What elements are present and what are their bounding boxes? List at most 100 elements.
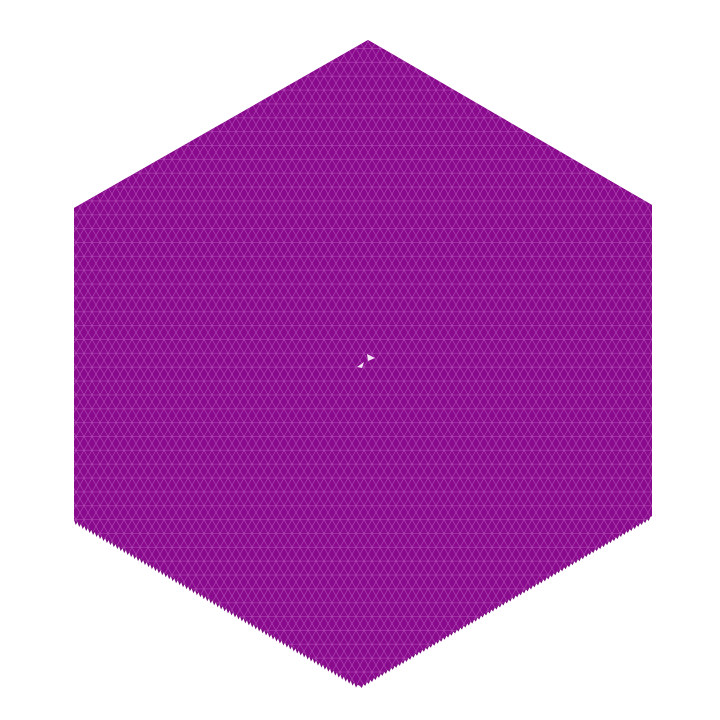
edge-tooth [536, 581, 540, 586]
edge-tooth [408, 655, 412, 660]
edge-tooth [363, 681, 367, 686]
edge-tooth [108, 540, 113, 546]
edge-tooth [278, 638, 282, 644]
edge-tooth [243, 618, 247, 624]
edge-tooth [146, 562, 151, 568]
edge-tooth [529, 585, 533, 590]
edge-tooth [525, 587, 530, 592]
edge-tooth [240, 616, 244, 622]
edge-tooth [288, 644, 292, 650]
edge-tooth [550, 573, 554, 578]
edge-tooth [373, 675, 378, 680]
edge-tooth [136, 556, 140, 562]
edge-tooth [515, 593, 520, 598]
edge-tooth [532, 583, 537, 588]
edge-tooth [153, 566, 158, 572]
edge-tooth [87, 528, 92, 534]
edge-tooth [570, 561, 575, 566]
edge-tooth [343, 676, 348, 682]
edge-tooth [115, 544, 119, 550]
edge-tooth [453, 629, 457, 634]
edge-tooth [354, 682, 358, 688]
edge-tooth [101, 536, 106, 542]
edge-tooth [646, 516, 651, 521]
edge-tooth [581, 555, 585, 560]
edge-tooth [505, 599, 509, 604]
edge-tooth [467, 621, 471, 626]
edge-tooth [522, 589, 526, 594]
edge-tooth [181, 582, 185, 588]
edge-tooth [98, 534, 102, 540]
edge-tooth [442, 635, 447, 640]
edge-tooth [316, 660, 320, 666]
edge-tooth [150, 564, 154, 570]
edge-tooth [605, 541, 609, 546]
edge-tooth [370, 677, 374, 682]
edge-tooth [246, 620, 251, 626]
edge-tooth [384, 669, 388, 674]
edge-tooth [222, 606, 227, 612]
edge-tooth [380, 671, 385, 676]
edge-tooth [298, 650, 303, 656]
edge-tooth [163, 572, 168, 578]
edge-tooth [84, 526, 88, 532]
edge-tooth [626, 529, 630, 534]
edge-tooth [491, 607, 495, 612]
edge-tooth [191, 588, 196, 594]
edge-tooth [195, 590, 199, 596]
edge-tooth [436, 639, 440, 644]
edge-tooth [629, 527, 634, 532]
edge-tooth [215, 602, 220, 608]
edge-tooth [177, 580, 182, 586]
center-triangle-right [367, 354, 375, 361]
edge-tooth [77, 522, 81, 528]
edge-tooth [640, 520, 644, 525]
edge-tooth [309, 656, 313, 662]
edge-tooth [418, 649, 423, 654]
edge-tooth [477, 615, 481, 620]
edge-tooth [487, 609, 492, 614]
edge-tooth [170, 576, 175, 582]
edge-tooth [404, 657, 409, 662]
edge-tooth [553, 571, 558, 576]
edge-tooth [484, 611, 488, 616]
edge-tooth [160, 570, 164, 576]
edge-tooth [188, 586, 192, 592]
edge-tooth [205, 596, 209, 602]
edge-tooth [312, 658, 317, 664]
edge-tooth [643, 518, 647, 523]
edge-tooth [323, 664, 327, 670]
edge-tooth [125, 550, 130, 556]
edge-tooth [560, 567, 564, 572]
edge-tooth [91, 530, 95, 536]
edge-tooth [591, 549, 596, 554]
edge-tooth [281, 640, 286, 646]
edge-tooth [519, 591, 523, 596]
edge-tooth [226, 608, 230, 614]
edge-tooth [474, 617, 478, 622]
edge-tooth [302, 652, 306, 658]
edge-tooth [80, 524, 85, 530]
edge-tooth [508, 597, 513, 602]
edge-tooth [546, 575, 551, 580]
edge-tooth [236, 614, 241, 620]
edge-tooth [449, 631, 454, 636]
edge-tooth [366, 679, 371, 684]
edge-tooth [619, 533, 623, 538]
edge-tooth [608, 539, 613, 544]
edge-tooth [129, 552, 133, 558]
edge-tooth [494, 605, 499, 610]
edge-tooth [233, 612, 237, 618]
edge-tooth [229, 610, 234, 616]
edge-tooth [557, 569, 561, 574]
edge-tooth [456, 627, 461, 632]
edge-tooth [285, 642, 289, 648]
edge-tooth [291, 646, 296, 652]
edge-tooth [415, 651, 419, 656]
edge-tooth [274, 636, 279, 642]
edge-tooth [636, 522, 641, 527]
edge-tooth [326, 666, 331, 672]
edge-tooth [598, 545, 602, 550]
edge-tooth [319, 662, 324, 668]
